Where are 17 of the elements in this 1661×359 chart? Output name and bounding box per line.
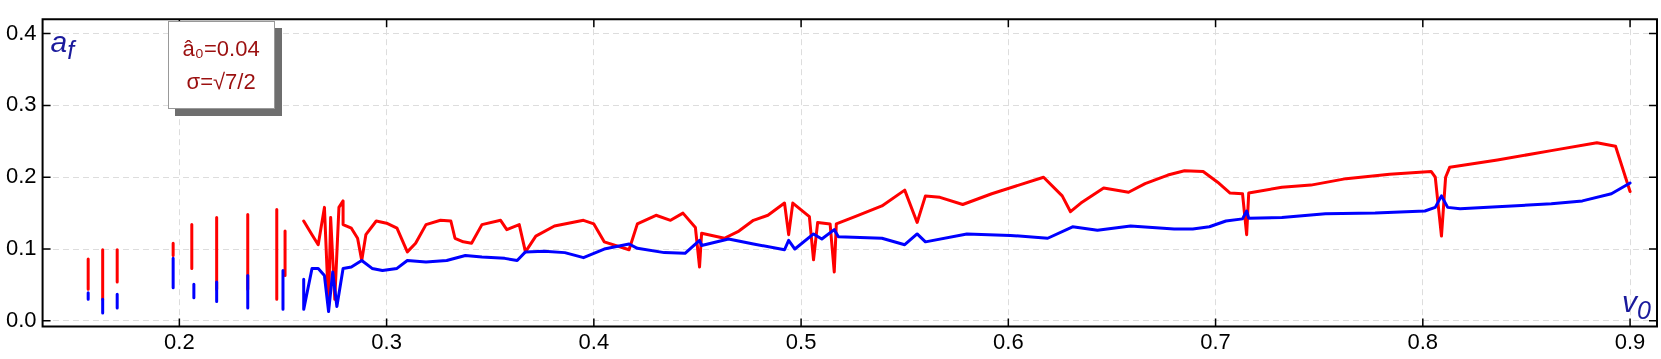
y-tick-label: 0.1 <box>5 235 37 261</box>
x-tick-label: 0.9 <box>1614 328 1646 354</box>
x-axis-title: v$_{0}$ <box>1622 284 1651 324</box>
y-tick-label: 0.2 <box>5 163 37 189</box>
annotation: σ=√7/2 <box>185 68 257 97</box>
x-tick-label: 0.7 <box>1200 328 1231 354</box>
x-tick-label: 0.6 <box>993 328 1024 354</box>
y-tick-label: 0.3 <box>5 91 37 117</box>
y-axis-title: a$_{f}$ <box>50 25 75 65</box>
y-tick-label: 0.4 <box>5 19 37 45</box>
y-tick-label: 0.0 <box>5 306 37 332</box>
annotation: â₀=0.04 <box>182 35 260 64</box>
x-tick-label: 0.8 <box>1407 328 1439 354</box>
x-tick-label: 0.5 <box>785 328 817 354</box>
x-tick-label: 0.3 <box>371 328 402 354</box>
x-tick-label: 0.2 <box>164 328 195 354</box>
x-tick-label: 0.4 <box>578 328 610 354</box>
